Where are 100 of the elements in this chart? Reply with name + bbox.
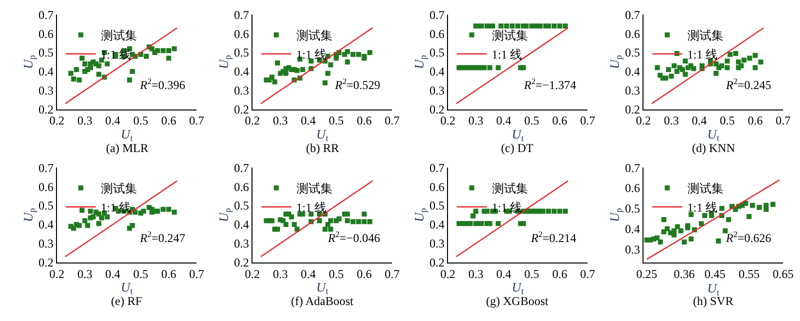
y-tick-label: 0.5	[38, 46, 54, 60]
x-axis-title: U$_{t}$	[316, 126, 329, 144]
text: (d) KNN	[692, 141, 736, 155]
x-tick-label: 0.65	[772, 266, 794, 281]
x-tick-label: 0.7	[189, 114, 204, 128]
annotation: R$^{2}$=0.626	[725, 230, 772, 246]
y-tick-label: 0.4	[234, 64, 249, 79]
y-tick-label: 0.5	[234, 46, 249, 60]
legend-label: 1:1 线	[687, 48, 718, 62]
x-tick-label: 0.7	[384, 266, 400, 281]
text: (b) RR	[306, 141, 339, 155]
x-axis-title: U$_{t}$	[120, 126, 134, 144]
x-tick-label: 0.4	[692, 114, 707, 128]
y-tick-label: 0.7	[234, 8, 249, 22]
x-tick-label: 0.7	[580, 266, 596, 281]
legend-label: 测试集	[296, 182, 332, 196]
annotation: R$^{2}$=0.214	[530, 230, 576, 246]
text: (g) XGBoost	[486, 294, 549, 308]
y-tick-label: 0.5	[429, 198, 444, 213]
y-tick-label: 0.7	[234, 160, 249, 175]
y-tick-label: 0.3	[429, 236, 444, 251]
legend-label: 1:1 线	[296, 200, 327, 215]
x-tick-label: 0.5	[133, 266, 148, 281]
y-tick-label: 0.5	[234, 198, 249, 213]
x-tick-label: 0.6	[356, 266, 372, 281]
y-tick-label: 0.7	[624, 8, 640, 22]
y-tick-label: 0.6	[429, 180, 444, 194]
x-tick-label: 0.5	[328, 266, 344, 281]
x-tick-label: 0.4	[105, 266, 120, 281]
x-tick-label: 0.7	[384, 114, 400, 128]
x-tick-label: 0.7	[580, 114, 596, 128]
x-tick-label: 0.36	[674, 266, 695, 281]
y-tick-label: 0.3	[624, 84, 640, 98]
y-tick-label: 0.7	[429, 160, 444, 175]
annotation: R$^{2}$=0.247	[139, 230, 186, 246]
x-tick-label: 0.3	[272, 266, 288, 281]
y-tick-label: 0.7	[429, 8, 444, 22]
x-tick-label: 0.4	[496, 114, 512, 128]
x-tick-label: 0.7	[776, 114, 791, 128]
x-tick-label: 0.7	[189, 266, 204, 281]
x-axis-title: U$_{t}$	[120, 279, 134, 296]
legend-label: 测试集	[296, 28, 332, 43]
legend-label: 测试集	[492, 182, 528, 196]
y-tick-label: 0.6	[429, 26, 444, 41]
legend-label: 测试集	[687, 182, 724, 196]
y-tick-label: 0.4	[429, 218, 444, 232]
x-tick-label: 0.5	[524, 266, 540, 281]
annotation: R$^{2}$=0.529	[334, 77, 380, 92]
legend-label: 1:1 线	[296, 48, 327, 62]
y-tick-label: 0.3	[429, 84, 444, 98]
annotation: R$^{2}$=0.245	[725, 77, 772, 92]
y-tick-label: 0.5	[38, 198, 54, 213]
y-tick-label: 0.4	[234, 218, 249, 232]
x-tick-label: 0.4	[300, 266, 316, 281]
y-tick-label: 0.7	[624, 160, 640, 175]
x-tick-label: 0.6	[552, 266, 568, 281]
x-tick-label: 0.5	[524, 114, 540, 128]
y-tick-label: 0.3	[234, 84, 249, 98]
y-tick-label: 0.3	[38, 236, 54, 251]
legend-label: 1:1 线	[687, 200, 718, 215]
x-tick-label: 0.3	[664, 114, 679, 128]
y-tick-label: 0.6	[624, 26, 640, 41]
x-tick-label: 0.6	[161, 266, 176, 281]
x-axis-title: U$_{t}$	[316, 279, 329, 296]
y-tick-label: 0.6	[38, 180, 54, 194]
x-tick-label: 0.6	[161, 114, 176, 128]
x-tick-label: 0.3	[77, 114, 92, 128]
y-tick-label: 0.4	[429, 64, 444, 79]
y-tick-label: 0.4	[38, 218, 54, 232]
x-tick-label: 0.55	[738, 266, 760, 281]
x-tick-label: 0.3	[468, 114, 484, 128]
legend-label: 1:1 线	[492, 48, 522, 62]
y-tick-label: 0.7	[38, 8, 54, 22]
y-tick-label: 0.6	[234, 180, 249, 194]
y-tick-label: 0.3	[624, 242, 640, 256]
x-tick-label: 0.3	[77, 266, 92, 281]
y-tick-label: 0.3	[234, 236, 249, 251]
y-tick-label: 0.6	[624, 181, 640, 196]
text: (e) RF	[111, 294, 142, 308]
x-tick-label: 0.6	[356, 114, 372, 128]
y-tick-label: 0.5	[429, 46, 444, 60]
text: (f) AdaBoost	[291, 294, 354, 308]
x-tick-label: 0.6	[552, 114, 568, 128]
y-tick-label: 0.5	[624, 46, 640, 60]
annotation: R$^{2}$=−0.046	[327, 230, 380, 246]
y-tick-label: 0.3	[38, 84, 54, 98]
text: (c) DT	[501, 141, 534, 155]
x-tick-label: 0.45	[704, 266, 726, 281]
x-tick-label: 0.4	[300, 114, 316, 128]
annotation: R$^{2}$=−1.374	[523, 77, 576, 92]
x-tick-label: 0.3	[272, 114, 288, 128]
x-tick-label: 0.4	[496, 266, 512, 281]
x-tick-label: 0.4	[105, 114, 120, 128]
y-tick-label: 0.4	[624, 222, 640, 236]
y-tick-label: 0.4	[38, 64, 54, 79]
y-tick-label: 0.6	[38, 26, 54, 41]
legend-label: 测试集	[492, 28, 528, 43]
y-tick-label: 0.6	[234, 26, 249, 41]
x-tick-label: 0.3	[468, 266, 484, 281]
x-tick-label: 0.5	[133, 114, 148, 128]
